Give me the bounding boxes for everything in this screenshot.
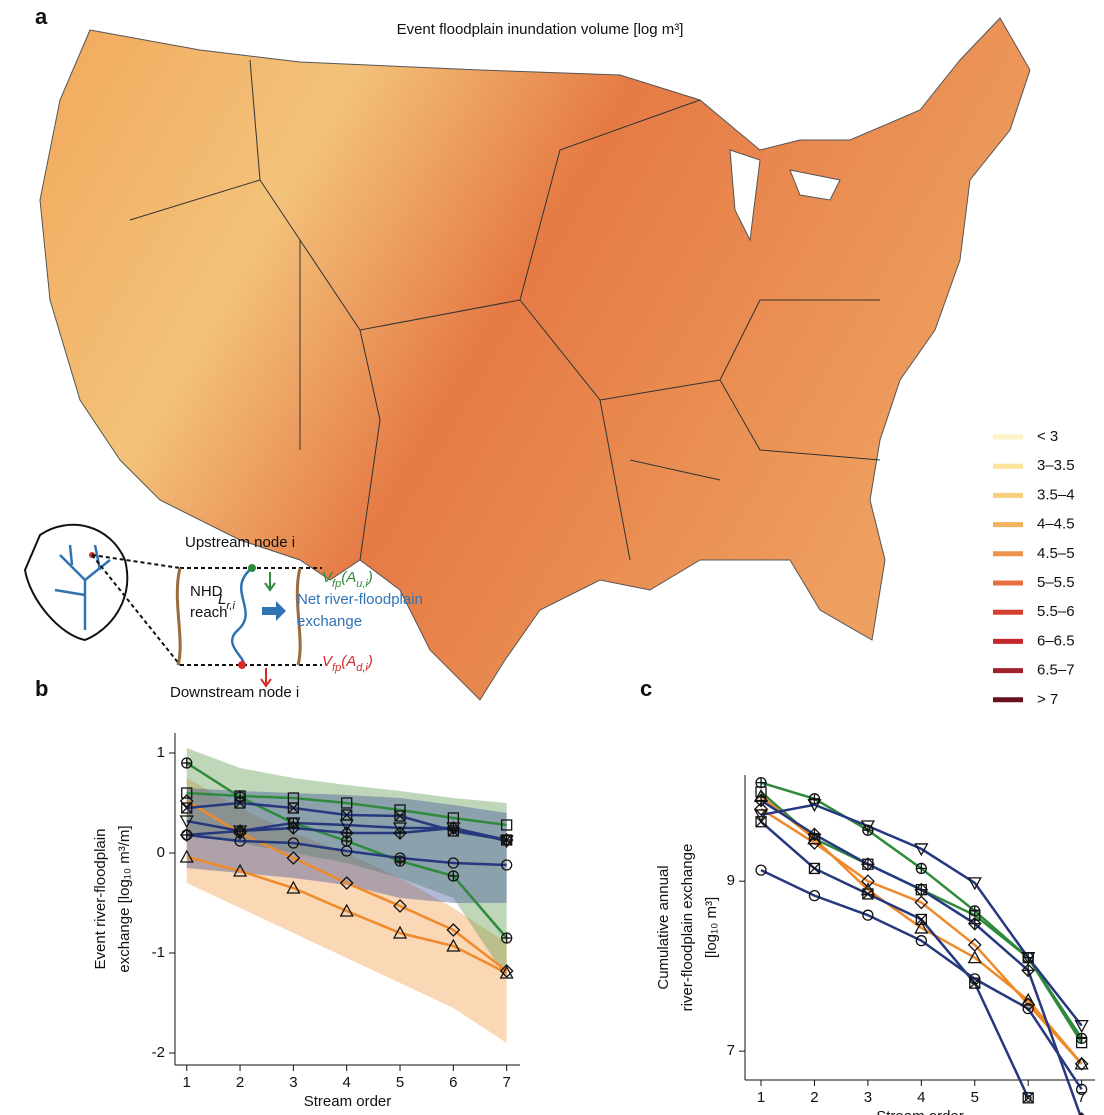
point-marker: [808, 828, 820, 840]
map-title: Event floodplain inundation volume [log …: [397, 21, 684, 38]
legend-label: 3.5–4: [1037, 486, 1075, 503]
point-marker: [970, 906, 980, 916]
text-part: (A: [341, 569, 356, 586]
subscript: d,i: [356, 662, 368, 674]
x-tick-label: 3: [864, 1089, 872, 1106]
subscript: u,i: [356, 578, 368, 590]
text-part: (A: [341, 653, 356, 670]
legend-label: 6–6.5: [1037, 632, 1075, 649]
y-axis-label: [log₁₀ m³]: [703, 897, 720, 958]
point-marker: [915, 884, 927, 896]
downstream-node: [238, 661, 246, 669]
x-tick-label: 4: [917, 1089, 925, 1106]
legend-label: 3–3.5: [1037, 457, 1075, 474]
subscript: r,i: [226, 600, 235, 612]
x-tick-label: 7: [1077, 1089, 1085, 1106]
x-tick-label: 5: [971, 1089, 979, 1106]
legend-label: 4–4.5: [1037, 516, 1075, 533]
point-marker: [862, 858, 874, 870]
text-part: ): [366, 653, 373, 670]
panel-label: c: [640, 676, 652, 701]
point-marker: [1077, 1033, 1087, 1043]
y-axis-label: exchange [log₁₀ m³/m]: [116, 825, 133, 972]
map: [40, 18, 1030, 700]
channel: [232, 568, 252, 665]
legend-label: 4.5–5: [1037, 545, 1075, 562]
x-tick-label: 5: [396, 1074, 404, 1091]
downstream-volume: Vfp(Ad,i): [322, 653, 373, 674]
exchange-label: Net river-floodplain: [297, 591, 423, 608]
panel-label: b: [35, 676, 48, 701]
subscript: fp: [332, 662, 341, 674]
legend-label: 5.5–6: [1037, 603, 1075, 620]
text-part: ): [366, 569, 373, 586]
point-marker: [809, 863, 819, 873]
point-marker: [502, 933, 512, 943]
figure: a Event floodplain inundation volume [lo…: [0, 0, 1104, 1115]
legend-label: < 3: [1037, 428, 1058, 445]
x-axis-label: Stream order: [304, 1093, 392, 1110]
y-tick-label: 7: [727, 1042, 735, 1059]
panel-label: a: [35, 4, 48, 29]
legend-label: 6.5–7: [1037, 662, 1075, 679]
series-line: [761, 783, 1082, 1039]
inflow-arrow: [265, 572, 275, 590]
x-tick-label: 6: [449, 1074, 457, 1091]
y-tick-label: -2: [152, 1044, 165, 1061]
exchange-label: exchange: [297, 613, 362, 630]
point-marker: [182, 758, 192, 768]
upstream-node: [248, 564, 256, 572]
y-tick-label: -1: [152, 944, 165, 961]
y-tick-label: 9: [727, 872, 735, 889]
subscript: fp: [332, 578, 341, 590]
y-axis-label: river-floodplain exchange: [679, 844, 696, 1012]
legend-label: 5–5.5: [1037, 574, 1075, 591]
point-marker: [448, 871, 458, 881]
x-axis-label: Stream order: [876, 1108, 964, 1115]
y-tick-label: 0: [157, 844, 165, 861]
point-marker: [809, 794, 819, 804]
point-marker: [916, 863, 926, 873]
x-tick-label: 4: [343, 1074, 351, 1091]
y-tick-label: 1: [157, 744, 165, 761]
x-tick-label: 2: [810, 1089, 818, 1106]
x-tick-label: 1: [757, 1089, 765, 1106]
downstream-label: Downstream node i: [170, 684, 299, 701]
legend-label: > 7: [1037, 691, 1058, 708]
exchange-arrow: [262, 601, 286, 621]
x-tick-label: 2: [236, 1074, 244, 1091]
x-tick-label: 7: [502, 1074, 510, 1091]
map-outline: [40, 18, 1030, 700]
upstream-label: Upstream node i: [185, 534, 295, 551]
y-axis-label: Cumulative annual: [655, 865, 672, 989]
y-axis-label: Event river-floodplain: [92, 829, 109, 970]
series-line: [761, 809, 1082, 1064]
point-marker: [756, 778, 766, 788]
x-tick-label: 3: [289, 1074, 297, 1091]
legend: < 3 3–3.5 3.5–4 4–4.5 4.5–5 5–5.5 5.5–6 6–6.5 6.…: [993, 428, 1075, 708]
x-tick-label: 1: [183, 1074, 191, 1091]
text-part: L: [218, 591, 226, 608]
watershed: [25, 525, 127, 640]
upstream-volume: Vfp(Au,i): [322, 569, 373, 590]
